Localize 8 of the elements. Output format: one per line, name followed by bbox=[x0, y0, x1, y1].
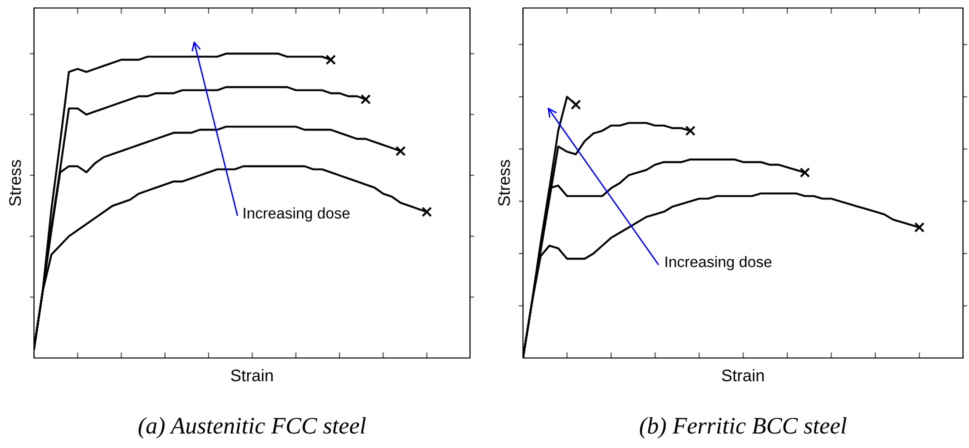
annotation: Increasing dose bbox=[666, 256, 772, 270]
text: (a) Austenitic FCC steel bbox=[138, 417, 366, 439]
annotation: Increasing dose bbox=[244, 207, 350, 222]
x-axis-title: Strain bbox=[230, 369, 273, 382]
y-axis-title: Stress bbox=[9, 160, 21, 206]
y-axis-title: Stress bbox=[498, 160, 510, 206]
x-axis-title: Strain bbox=[722, 369, 764, 382]
text: (b) Ferritic BCC steel bbox=[640, 417, 846, 439]
